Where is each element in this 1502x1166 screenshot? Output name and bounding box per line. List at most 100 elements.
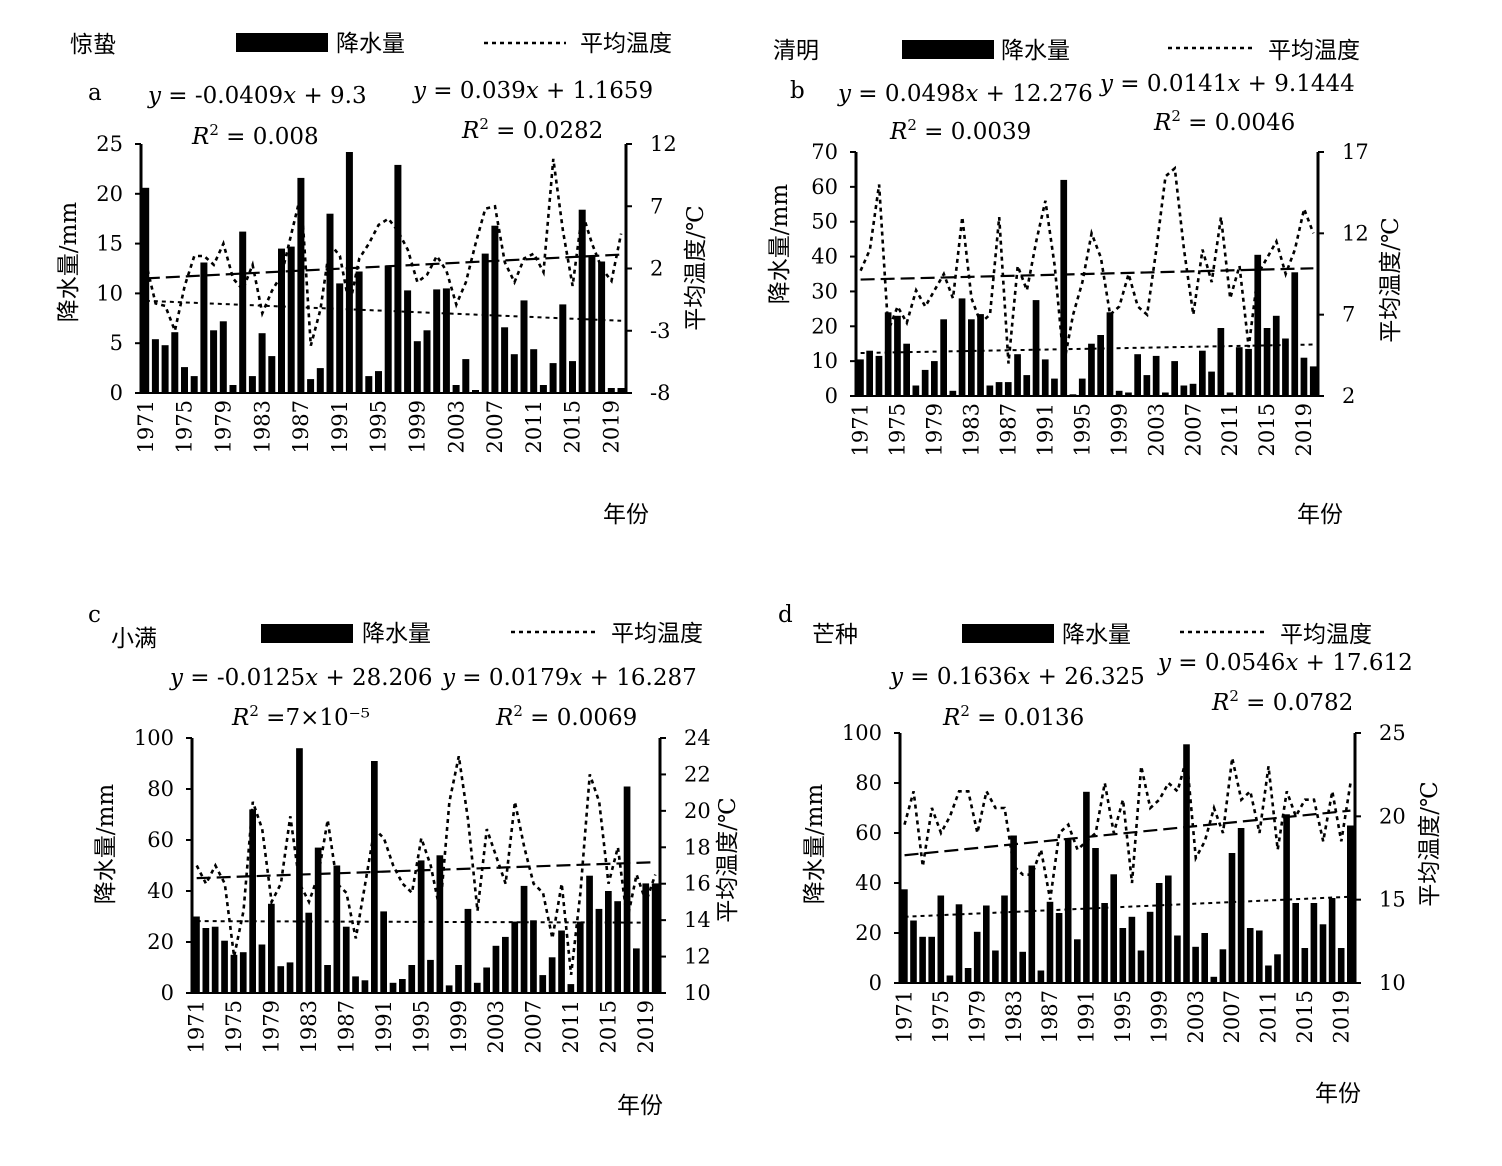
precip-bar <box>1001 895 1008 983</box>
precip-bar <box>928 936 935 984</box>
precip-bar <box>1245 348 1252 396</box>
precip-bar <box>491 225 499 393</box>
legend-bar-label: 降水量 <box>1001 38 1070 64</box>
precip-bar <box>1110 874 1117 984</box>
precip-bar <box>1219 949 1227 984</box>
right-tick-label: 17 <box>1342 140 1369 164</box>
precip-bar <box>483 967 490 993</box>
x-tick-label: 1975 <box>886 403 910 456</box>
precip-bar <box>1092 848 1099 983</box>
precip-bar <box>268 903 275 994</box>
legend-line-label: 平均温度 <box>1268 38 1360 64</box>
precip-bar <box>452 385 460 393</box>
x-tick-label: 1975 <box>929 990 953 1043</box>
precip-bar <box>181 367 188 393</box>
precip-bar <box>345 152 353 393</box>
precip-bar <box>1152 355 1160 396</box>
precip-bar <box>1292 903 1299 983</box>
left-tick-label: 0 <box>161 981 174 1005</box>
precip-bar <box>605 891 612 993</box>
precip-bar <box>211 926 219 993</box>
precip-bar <box>404 290 412 393</box>
precip-bar <box>1309 366 1317 396</box>
precip-bar <box>1046 901 1054 984</box>
x-tick-label: 1979 <box>211 400 235 453</box>
precip-bar <box>492 945 500 993</box>
precip-bar <box>1301 948 1309 983</box>
left-tick-label: 25 <box>96 132 123 156</box>
left-tick-label: 0 <box>869 971 882 995</box>
precip-bar <box>258 333 266 393</box>
precip-bar <box>614 901 621 993</box>
x-tick-label: 1991 <box>372 1000 396 1053</box>
precip-trendline <box>145 299 622 322</box>
precip-bar <box>633 948 640 993</box>
precip-equation: y = -0.0409x + 9.3 <box>147 83 367 109</box>
precip-bar <box>1041 359 1049 396</box>
precip-bar <box>1328 898 1336 983</box>
precip-bar <box>1226 392 1234 396</box>
left-tick-label: 5 <box>110 331 123 355</box>
right-tick-label: 20 <box>1379 804 1406 828</box>
precip-bars <box>142 152 625 393</box>
x-tick-label: 2015 <box>597 1000 621 1053</box>
precip-bar <box>1134 354 1141 396</box>
right-tick-label: 16 <box>684 872 711 896</box>
x-axis-title: 年份 <box>1297 502 1343 528</box>
legend-line-label: 平均温度 <box>611 621 703 647</box>
precip-bar <box>1155 883 1163 983</box>
x-tick-label: 2019 <box>1292 403 1316 456</box>
precip-bar <box>161 345 169 393</box>
precip-bar <box>968 319 975 396</box>
x-tick-label: 2007 <box>1220 990 1244 1043</box>
precip-bar <box>142 187 150 393</box>
precip-bar <box>472 390 479 393</box>
precip-bar <box>910 920 917 983</box>
precip-bar <box>355 271 363 393</box>
precip-bar <box>511 921 519 993</box>
precip-bar <box>1146 911 1154 984</box>
x-tick-label: 2003 <box>444 400 468 453</box>
precip-bar <box>278 248 285 393</box>
precip-bar <box>1162 392 1169 396</box>
precip-bar <box>578 209 586 393</box>
precip-bar <box>866 350 873 396</box>
panel-letter: c <box>88 602 101 628</box>
x-tick-label: 1983 <box>250 400 274 453</box>
precip-bar <box>481 253 489 393</box>
precip-bar <box>1032 300 1040 396</box>
precip-bar <box>239 231 247 393</box>
precip-bar <box>336 283 344 393</box>
legend-bar-swatch <box>902 40 994 59</box>
precip-bar <box>1171 361 1178 396</box>
precip-bar <box>894 315 901 396</box>
left-tick-label: 20 <box>855 921 882 945</box>
left-tick-label: 10 <box>811 349 838 373</box>
x-axis-title: 年份 <box>1315 1081 1361 1107</box>
right-tick-label: 24 <box>684 726 711 750</box>
x-tick-label: 2019 <box>634 1000 658 1053</box>
x-tick-label: 1999 <box>405 400 429 453</box>
precip-bar <box>307 379 315 393</box>
precip-bars <box>901 744 1354 984</box>
precip-bar <box>548 957 556 993</box>
precip-bar <box>462 359 470 393</box>
precip-bar <box>912 385 920 396</box>
x-tick-label: 2015 <box>1293 990 1317 1043</box>
precip-bar <box>1051 378 1058 396</box>
left-tick-label: 20 <box>147 930 174 954</box>
temperature-line <box>859 165 1315 364</box>
precip-bar <box>567 984 575 993</box>
precip-bar <box>958 298 966 396</box>
left-tick-label: 70 <box>811 140 838 164</box>
precip-bar <box>193 916 200 993</box>
right-axis-title: 平均温度/℃ <box>1417 781 1443 906</box>
precip-bar <box>1004 382 1012 396</box>
left-tick-label: 0 <box>825 384 838 408</box>
precip-bar <box>1115 390 1123 396</box>
temp-r2: R2 = 0.0069 <box>495 702 637 731</box>
precip-bar <box>371 761 378 993</box>
precip-bar <box>983 905 990 983</box>
precip-bar <box>559 304 567 393</box>
precip-bar <box>380 911 387 993</box>
